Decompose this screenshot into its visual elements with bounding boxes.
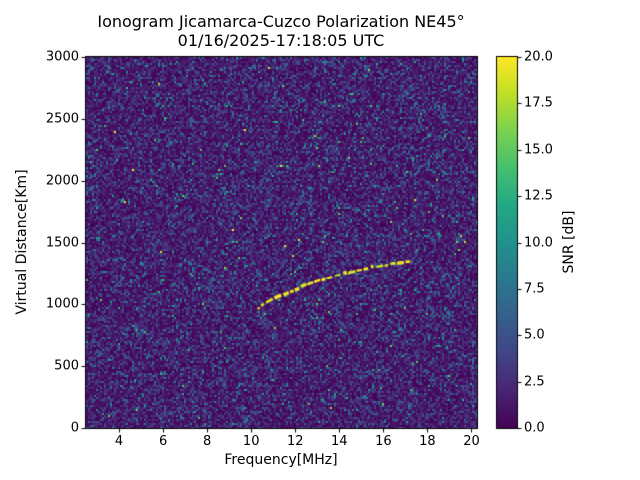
x-tick-label: 8	[203, 434, 212, 449]
x-tick-label: 4	[114, 434, 124, 449]
colorbar-tick-label: 7.5	[524, 281, 545, 297]
y-tick-label: 1000	[45, 296, 79, 312]
colorbar-tick-label: 12.5	[524, 188, 553, 204]
colorbar-tick-label: 15.0	[524, 142, 553, 158]
chart-subtitle: 01/16/2025-17:18:05 UTC	[177, 31, 385, 50]
colorbar-tick-label: 0.0	[524, 420, 545, 436]
colorbar-tick-label: 20.0	[524, 49, 553, 65]
y-axis-label: Virtual Distance[Km]	[14, 169, 30, 315]
x-tick-label: 16	[375, 434, 392, 449]
y-tick-label: 1500	[45, 235, 79, 250]
colorbar-tick-label: 10.0	[524, 235, 553, 250]
x-tick-label: 10	[242, 434, 260, 449]
x-tick-label: 14	[331, 434, 348, 449]
x-tick-label: 20	[463, 434, 480, 449]
x-axis-label: Frequency[MHz]	[224, 452, 338, 468]
x-tick-label: 12	[286, 434, 304, 449]
y-tick-label: 3000	[45, 49, 79, 65]
colorbar-label: SNR [dB]	[561, 210, 577, 274]
x-tick-label: 18	[419, 434, 436, 449]
y-tick-label: 2000	[45, 173, 79, 189]
x-tick-label: 6	[158, 434, 168, 449]
chart-title: Ionogram Jicamarca-Cuzco Polarization NE…	[97, 12, 465, 31]
colorbar-tick-label: 2.5	[524, 374, 545, 390]
y-tick-label: 500	[54, 358, 79, 374]
colorbar-tick-label: 17.5	[524, 95, 553, 111]
y-tick-label: 2500	[45, 111, 79, 127]
y-tick-label: 0	[70, 420, 79, 436]
colorbar-tick-label: 5.0	[524, 327, 545, 343]
